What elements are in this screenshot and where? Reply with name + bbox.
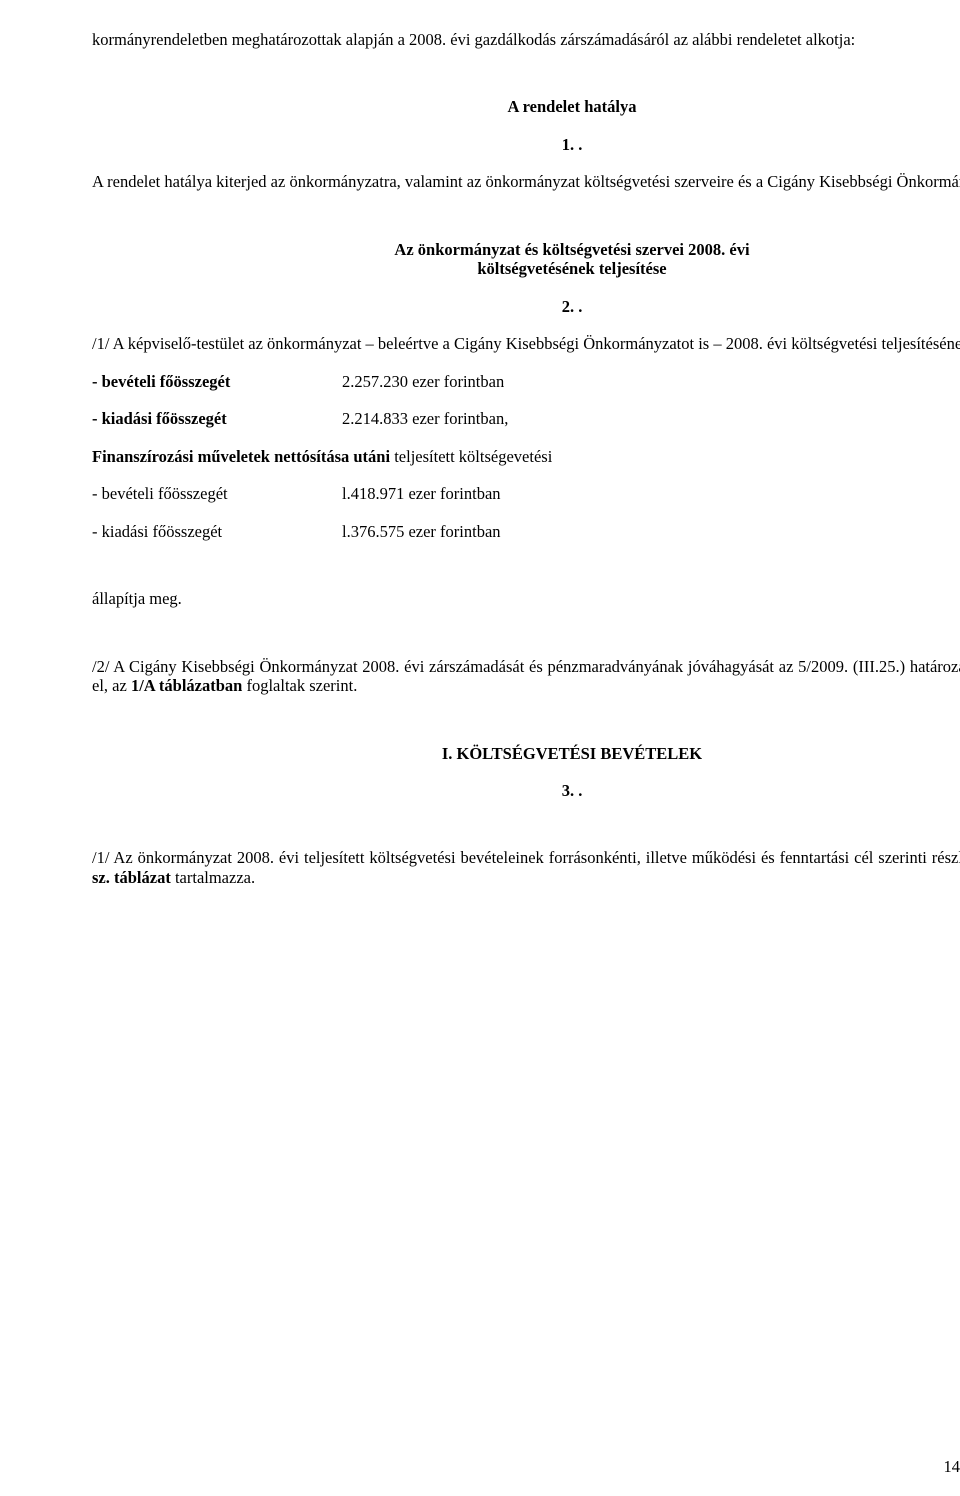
section-number-2: 2. . [92, 297, 960, 316]
row-beveteli-2: - bevételi főösszegét l.418.971 ezer for… [92, 484, 960, 503]
p4-text-c: tartalmazza. [171, 868, 255, 887]
value-beveteli-1: 2.257.230 ezer forintban [302, 372, 960, 391]
paragraph-finansz: Finanszírozási műveletek nettósítása utá… [92, 447, 960, 466]
page-number: 14 [944, 1457, 960, 1476]
value-kiadasi-2: l.376.575 ezer forintban [302, 522, 960, 541]
section-number-3: 3. . [92, 781, 960, 800]
p3-text-c: foglaltak szerint. [242, 676, 357, 695]
row-kiadasi-1: - kiadási főösszegét 2.214.833 ezer fori… [92, 409, 960, 428]
label-kiadasi-2: - kiadási főösszegét [92, 522, 302, 541]
fin-suffix: teljesített költségevetési [390, 447, 552, 466]
p3-text-b: 1/A táblázatban [131, 676, 242, 695]
row-beveteli-1: - bevételi főösszegét 2.257.230 ezer for… [92, 372, 960, 391]
heading-koltsegvetes-a: Az önkormányzat és költségvetési szervei… [92, 240, 960, 259]
paragraph-hatálya: A rendelet hatálya kiterjed az önkormány… [92, 172, 960, 191]
value-beveteli-2: l.418.971 ezer forintban [302, 484, 960, 503]
heading-bevetelek: I. KÖLTSÉGVETÉSI BEVÉTELEK [92, 744, 960, 763]
heading-rendelet-hatalya: A rendelet hatálya [92, 97, 960, 116]
paragraph-kepviselo: /1/ A képviselő-testület az önkormányzat… [92, 334, 960, 353]
heading-koltsegvetes-b: költségvetésének teljesítése [92, 259, 960, 278]
paragraph-bevetelek: /1/ Az önkormányzat 2008. évi teljesítet… [92, 848, 960, 887]
section-number-1: 1. . [92, 135, 960, 154]
label-kiadasi-1: - kiadási főösszegét [92, 409, 302, 428]
allapitja-meg: állapítja meg. [92, 589, 960, 608]
label-beveteli-1: - bevételi főösszegét [92, 372, 302, 391]
label-beveteli-2: - bevételi főösszegét [92, 484, 302, 503]
intro-paragraph: kormányrendeletben meghatározottak alapj… [92, 30, 960, 49]
row-kiadasi-2: - kiadási főösszegét l.376.575 ezer fori… [92, 522, 960, 541]
fin-prefix: Finanszírozási műveletek nettósítása utá… [92, 447, 390, 466]
paragraph-cigany: /2/ A Cigány Kisebbségi Önkormányzat 200… [92, 657, 960, 696]
value-kiadasi-1: 2.214.833 ezer forintban, [302, 409, 960, 428]
p4-text-a: /1/ Az önkormányzat 2008. évi teljesítet… [92, 848, 960, 867]
